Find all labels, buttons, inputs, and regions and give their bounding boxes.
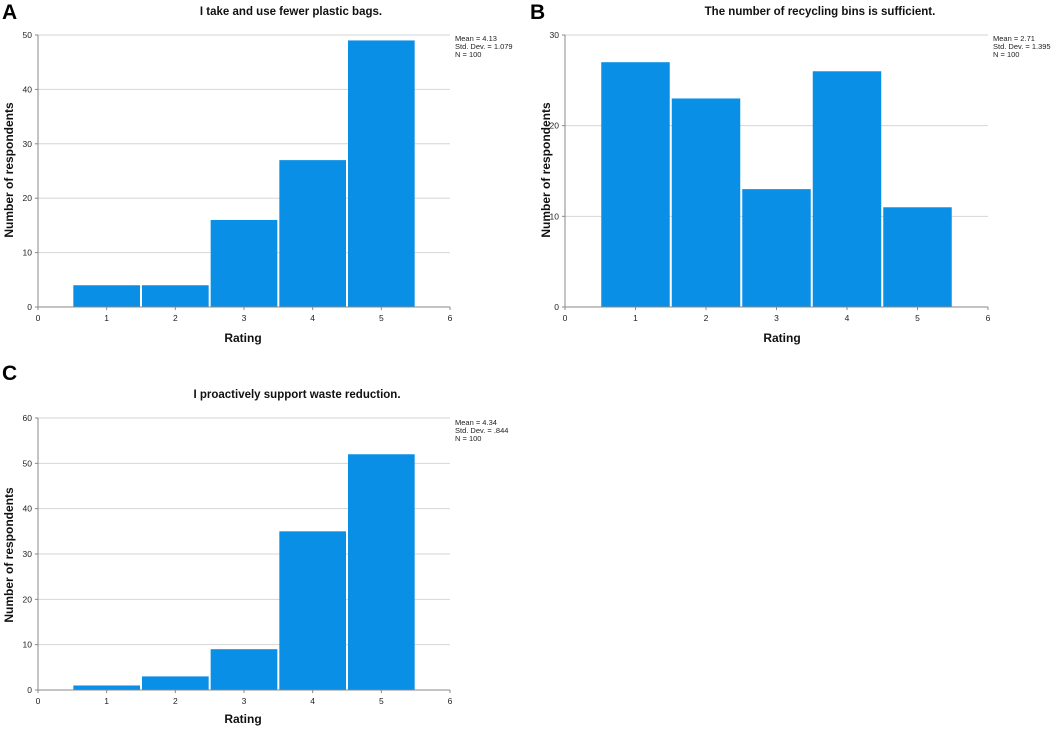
x-axis-label: Rating — [763, 331, 800, 345]
y-tick-label: 10 — [23, 640, 33, 650]
y-tick-label: 30 — [550, 30, 560, 40]
plot-area: 0 10 20 30 40 50 60 0 1 2 3 4 5 6 — [23, 413, 453, 706]
stats-n: N = 100 — [993, 50, 1019, 59]
x-tick-label: 1 — [633, 313, 638, 323]
y-tick-label: 40 — [23, 84, 33, 94]
y-tick-label: 20 — [23, 193, 33, 203]
y-axis-label: Number of respondents — [539, 102, 553, 238]
y-tick-label: 40 — [23, 504, 33, 514]
bar-rating-1 — [73, 285, 140, 307]
x-axis-label: Rating — [224, 331, 261, 345]
y-tick-label: 0 — [27, 302, 32, 312]
plot-area: 0 10 20 30 40 50 0 1 2 3 4 5 6 — [23, 30, 453, 323]
x-tick-label: 4 — [310, 696, 315, 706]
chart-panel-c: C I proactively support waste reduction.… — [2, 362, 508, 726]
x-tick-label: 5 — [915, 313, 920, 323]
x-tick-label: 3 — [242, 696, 247, 706]
y-axis-label: Number of respondents — [2, 102, 16, 238]
x-tick-label: 0 — [36, 313, 41, 323]
stats-std-dev: Std. Dev. = 1.395 — [993, 42, 1051, 51]
stats-box: Mean = 2.71 Std. Dev. = 1.395 N = 100 — [993, 34, 1051, 59]
bar-rating-4 — [279, 160, 346, 307]
x-tick-label: 2 — [173, 313, 178, 323]
y-tick-label: 60 — [23, 413, 33, 423]
y-tick-label: 50 — [23, 458, 33, 468]
x-tick-label: 6 — [448, 696, 453, 706]
x-tick-label: 5 — [379, 696, 384, 706]
stats-mean: Mean = 4.34 — [455, 418, 497, 427]
bar-rating-1 — [73, 685, 140, 690]
y-tick-label: 0 — [554, 302, 559, 312]
x-tick-label: 6 — [986, 313, 991, 323]
x-tick-label: 4 — [310, 313, 315, 323]
bar-rating-2 — [671, 98, 741, 307]
x-tick-label: 6 — [448, 313, 453, 323]
x-tick-label: 3 — [774, 313, 779, 323]
y-tick-label: 50 — [23, 30, 33, 40]
bar-rating-5 — [883, 207, 952, 307]
bar-rating-2 — [142, 285, 209, 307]
chart-title: The number of recycling bins is sufficie… — [705, 6, 936, 18]
bar-rating-3 — [742, 189, 811, 307]
chart-panel-b: B The number of recycling bins is suffic… — [530, 1, 1051, 345]
stats-std-dev: Std. Dev. = .844 — [455, 426, 508, 435]
bar-rating-4 — [279, 531, 346, 690]
y-tick-label: 0 — [27, 685, 32, 695]
panel-letter: C — [2, 362, 17, 385]
y-tick-label: 20 — [550, 121, 560, 131]
stats-mean: Mean = 2.71 — [993, 34, 1035, 43]
panel-letter: A — [2, 1, 17, 24]
stats-mean: Mean = 4.13 — [455, 34, 497, 43]
y-tick-label: 20 — [23, 594, 33, 604]
bar-rating-4 — [812, 71, 882, 308]
x-tick-label: 1 — [104, 696, 109, 706]
bar-rating-1 — [601, 62, 670, 308]
y-tick-label: 10 — [550, 211, 560, 221]
x-tick-label: 2 — [173, 696, 178, 706]
bar-rating-3 — [210, 219, 278, 307]
stats-std-dev: Std. Dev. = 1.079 — [455, 42, 513, 51]
chart-title: I take and use fewer plastic bags. — [200, 6, 382, 18]
x-tick-label: 1 — [104, 313, 109, 323]
y-axis-label: Number of respondents — [2, 487, 16, 623]
bar-rating-5 — [348, 40, 415, 307]
panel-letter: B — [530, 1, 545, 24]
y-tick-label: 30 — [23, 139, 33, 149]
chart-panel-a: A I take and use fewer plastic bags. Rat… — [2, 1, 513, 345]
bar-rating-5 — [348, 454, 415, 690]
x-tick-label: 0 — [36, 696, 41, 706]
x-axis-label: Rating — [224, 712, 261, 726]
y-tick-label: 30 — [23, 549, 33, 559]
stats-box: Mean = 4.13 Std. Dev. = 1.079 N = 100 — [455, 34, 513, 59]
y-tick-label: 10 — [23, 248, 33, 258]
stats-box: Mean = 4.34 Std. Dev. = .844 N = 100 — [455, 418, 508, 443]
chart-title: I proactively support waste reduction. — [193, 389, 400, 401]
plot-area: 0 10 20 30 0 1 2 3 4 5 6 — [550, 30, 991, 323]
x-tick-label: 5 — [379, 313, 384, 323]
bar-rating-3 — [210, 649, 278, 690]
x-tick-label: 3 — [242, 313, 247, 323]
stats-n: N = 100 — [455, 50, 481, 59]
x-tick-label: 2 — [704, 313, 709, 323]
bar-rating-2 — [142, 676, 209, 690]
x-tick-label: 0 — [563, 313, 568, 323]
x-tick-label: 4 — [845, 313, 850, 323]
stats-n: N = 100 — [455, 434, 481, 443]
